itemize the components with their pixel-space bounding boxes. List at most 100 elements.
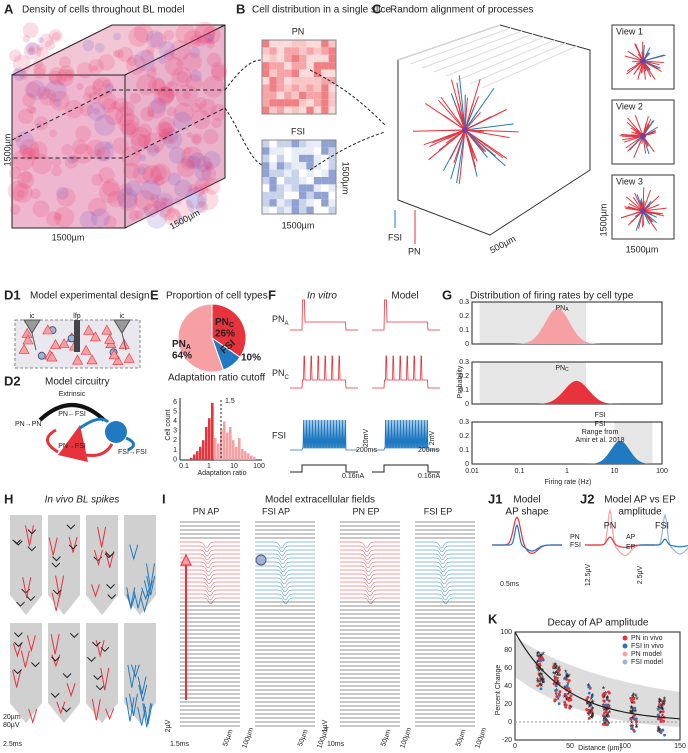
cell-blob	[158, 128, 171, 140]
pn-cell	[108, 349, 120, 360]
slice-cell	[276, 84, 285, 92]
cell-blob	[194, 21, 216, 43]
slice-cell	[276, 54, 285, 63]
cell-blob	[186, 131, 193, 138]
point	[539, 653, 542, 657]
cell-blob	[163, 49, 175, 61]
cell-blob	[152, 200, 162, 210]
process	[464, 129, 519, 133]
process	[445, 129, 466, 144]
star-point: *	[657, 703, 661, 713]
slice-cell	[276, 69, 285, 77]
hist-bar	[247, 453, 250, 460]
y-tick-label: 4	[173, 418, 177, 425]
slice-cell	[269, 177, 277, 185]
point	[660, 717, 663, 721]
cell-blob	[176, 71, 189, 84]
slice-cell	[284, 91, 292, 100]
spike	[22, 577, 32, 598]
cell-blob	[94, 149, 102, 156]
lfp-trace	[180, 553, 240, 561]
slice-cell	[276, 62, 285, 70]
y-tick-label: 2	[173, 437, 177, 444]
probe	[124, 623, 156, 723]
slice-cell	[269, 99, 277, 107]
star-point: *	[629, 709, 633, 719]
spike	[91, 698, 101, 721]
star-point: *	[663, 698, 667, 708]
star-point: *	[537, 649, 541, 659]
slice-cell	[276, 169, 285, 177]
point	[590, 710, 594, 714]
slice-cell	[284, 47, 292, 55]
scalebar-label: 80µV	[3, 722, 20, 729]
cell-blob	[88, 91, 101, 104]
slice-cell	[291, 177, 299, 185]
cell-blob	[158, 116, 176, 134]
cell-blob	[49, 129, 57, 138]
slice-cell	[276, 162, 285, 170]
point	[602, 714, 605, 717]
star-point: *	[607, 703, 611, 713]
cell-blob	[33, 63, 47, 77]
plot-frame	[514, 631, 681, 741]
spike	[69, 633, 79, 639]
cell-blob	[156, 86, 175, 105]
slice-frame	[261, 139, 337, 215]
lfp-trace	[180, 589, 240, 597]
lfp-trace	[415, 593, 475, 601]
slice-cell	[328, 99, 336, 107]
cell-blob	[163, 29, 175, 41]
star-point: *	[630, 699, 634, 709]
panel-letter: J1	[488, 491, 502, 506]
cell-blob	[56, 69, 74, 87]
star-point: *	[607, 705, 611, 715]
slice-cell	[328, 54, 336, 63]
star-point: *	[663, 695, 667, 705]
spike	[12, 670, 22, 688]
y-tick-label: 0.1	[459, 447, 469, 454]
process	[623, 135, 644, 143]
pn-cell	[83, 324, 95, 335]
cell-blob	[146, 30, 164, 48]
cell-blob	[14, 136, 21, 143]
y-tick-label: -20	[502, 737, 512, 744]
slice-cell	[262, 77, 270, 85]
fsi-cell	[37, 351, 46, 360]
slice-cell	[262, 69, 270, 77]
star-point: *	[587, 681, 591, 691]
connection-label: PN→FSI	[58, 443, 86, 450]
star-point: *	[660, 704, 664, 714]
point	[539, 677, 543, 681]
slice-cell	[321, 140, 329, 148]
panel-letter: E	[150, 287, 159, 302]
slice-cell	[321, 162, 329, 170]
x-tick-label: 10	[230, 463, 238, 470]
view-frame	[611, 174, 675, 240]
spike	[13, 669, 22, 675]
star-point: *	[607, 720, 611, 730]
slice-cell	[291, 184, 299, 192]
y-tick-label: 20	[504, 701, 512, 708]
spike	[52, 556, 61, 562]
cell-blob	[190, 109, 211, 130]
star-point: *	[591, 713, 595, 723]
cell-blob	[174, 197, 182, 206]
point	[603, 699, 606, 703]
cell-blob	[164, 56, 184, 76]
slice-cell	[284, 106, 292, 114]
star-point: *	[566, 690, 570, 700]
star-point: *	[659, 697, 663, 707]
slice-cell	[328, 206, 336, 214]
slice-cell	[306, 177, 314, 185]
star-point: *	[659, 730, 663, 740]
cell-blob	[56, 187, 76, 207]
star-point: *	[569, 703, 573, 713]
point	[585, 708, 589, 711]
cell-blob	[204, 162, 214, 171]
cell-blob	[157, 122, 174, 139]
cell-blob	[75, 125, 92, 142]
process	[642, 60, 664, 64]
star-point: *	[656, 724, 660, 734]
